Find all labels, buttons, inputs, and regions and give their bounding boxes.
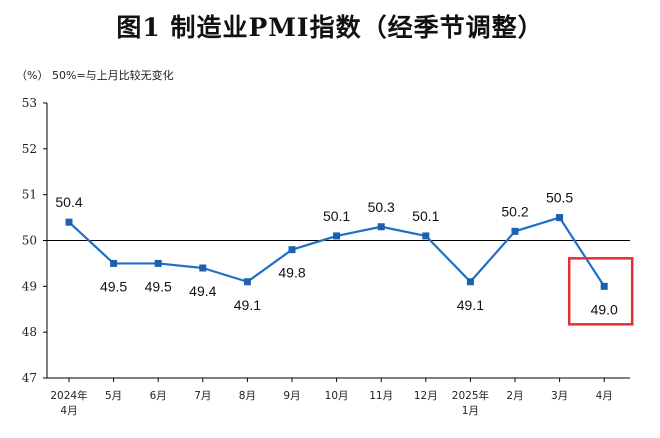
series-line [68,216,606,287]
data-label: 49.1 [457,297,484,313]
highlight-box [567,257,634,326]
x-tick-label: 2025年 [452,389,489,402]
x-tick-label: 1月 [462,405,479,417]
x-tick-label: 3月 [551,390,568,402]
data-point [110,259,118,267]
x-tick-label: 6月 [150,390,167,402]
x-tick-label: 12月 [414,390,438,402]
data-point [422,232,430,240]
y-tick-label: 52 [22,142,37,156]
x-tick-label: 7月 [194,390,211,402]
y-tick-label: 53 [22,96,37,110]
data-label: 50.2 [501,203,528,219]
x-tick-label: 2024年 [50,389,87,402]
chart-title: 图1 制造业PMI指数（经季节调整） [116,13,544,42]
y-tick-label: 47 [22,371,37,385]
x-tick-label: 4月 [596,390,613,402]
data-point [65,218,73,226]
data-label: 49.0 [591,301,618,317]
data-label: 50.3 [368,199,395,215]
y-tick-label: 49 [22,279,37,293]
x-tick-label: 8月 [239,390,256,402]
data-label: 49.5 [100,278,127,294]
data-point [288,246,296,254]
data-point [511,227,519,235]
data-label: 50.5 [546,190,573,206]
data-point [154,259,162,267]
data-label: 50.1 [323,208,350,224]
data-point [466,278,474,286]
data-label: 49.5 [145,278,172,294]
x-tick-label: 2月 [506,390,523,402]
reference-note: 50%=与上月比较无变化 [52,68,174,82]
data-label: 49.8 [278,265,305,281]
y-axis-unit-label: （%） [16,69,48,82]
x-tick-label: 11月 [369,390,393,402]
data-point [199,264,207,272]
data-label: 50.1 [412,208,439,224]
data-label: 50.4 [55,194,82,210]
data-point [377,223,385,231]
x-tick-label: 9月 [283,390,300,402]
x-tick-label: 10月 [325,390,349,402]
data-point [333,232,341,240]
data-point [243,278,251,286]
y-tick-label: 48 [22,325,37,339]
y-tick-label: 51 [22,188,37,202]
x-tick-label: 4月 [60,405,77,417]
data-point [556,214,564,222]
y-tick-label: 50 [22,234,37,248]
data-label: 49.1 [234,297,261,313]
data-point [600,282,608,290]
data-label: 49.4 [189,283,216,299]
x-tick-label: 5月 [105,390,122,402]
